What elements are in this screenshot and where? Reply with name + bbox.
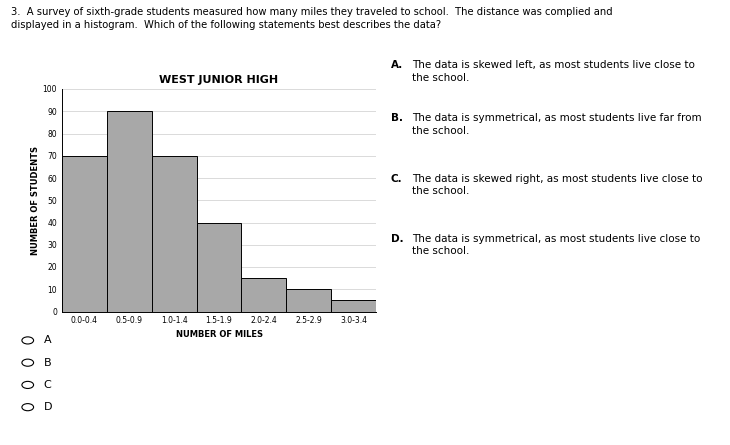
- Y-axis label: NUMBER OF STUDENTS: NUMBER OF STUDENTS: [31, 146, 40, 255]
- Text: The data is symmetrical, as most students live far from
the school.: The data is symmetrical, as most student…: [412, 113, 702, 136]
- X-axis label: NUMBER OF MILES: NUMBER OF MILES: [175, 330, 263, 339]
- Text: C: C: [44, 380, 52, 390]
- Text: B.: B.: [391, 113, 402, 123]
- Text: The data is skewed left, as most students live close to
the school.: The data is skewed left, as most student…: [412, 60, 696, 83]
- Bar: [242, 278, 286, 312]
- Text: A.: A.: [391, 60, 403, 70]
- Text: The data is symmetrical, as most students live close to
the school.: The data is symmetrical, as most student…: [412, 234, 701, 256]
- Title: WEST JUNIOR HIGH: WEST JUNIOR HIGH: [159, 76, 279, 85]
- Bar: [62, 156, 107, 312]
- Bar: [286, 289, 331, 312]
- Text: C.: C.: [391, 174, 402, 183]
- Text: D: D: [44, 402, 53, 412]
- Text: 3.  A survey of sixth-grade students measured how many miles they traveled to sc: 3. A survey of sixth-grade students meas…: [11, 7, 612, 30]
- Bar: [107, 111, 152, 312]
- Text: D.: D.: [391, 234, 403, 243]
- Text: A: A: [44, 336, 51, 345]
- Bar: [196, 222, 242, 312]
- Bar: [152, 156, 196, 312]
- Bar: [331, 300, 376, 311]
- Text: B: B: [44, 358, 51, 368]
- Text: The data is skewed right, as most students live close to
the school.: The data is skewed right, as most studen…: [412, 174, 703, 196]
